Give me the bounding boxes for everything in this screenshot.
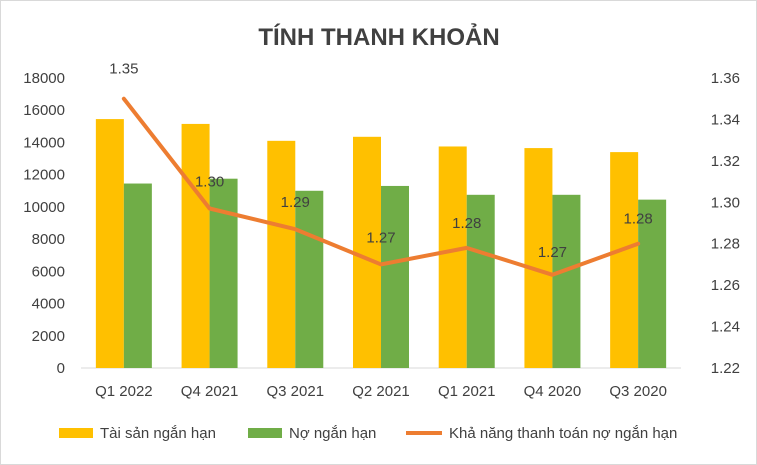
y-left-tick-label: 12000: [23, 167, 65, 184]
y-left-tick-label: 18000: [23, 70, 65, 87]
line-data-label: 1.30: [195, 174, 224, 191]
legend: Tài sản ngắn hạn Nợ ngắn hạn Khả năng than…: [59, 425, 677, 442]
x-tick-label: Q1 2022: [95, 383, 153, 400]
legend-label-2: Khả năng thanh toán nợ ngắn hạn: [449, 425, 677, 442]
legend-label-1: Nợ ngắn hạn: [289, 425, 376, 442]
x-tick-label: Q3 2020: [609, 383, 667, 400]
y-right-tick-label: 1.32: [711, 153, 740, 170]
y-right-tick-label: 1.22: [711, 360, 740, 377]
bar-no-1: [209, 178, 238, 368]
plot-area: 0 2000 4000 6000 8000 10000 12000 14000 16000 180…: [23, 61, 740, 400]
y-left-tick-label: 8000: [32, 231, 65, 248]
x-tick-label: Q3 2021: [267, 383, 325, 400]
y-left-tick-label: 4000: [32, 296, 65, 313]
y-right-tick-label: 1.34: [711, 111, 740, 128]
x-tick-label: Q4 2020: [524, 383, 582, 400]
y-right-tick-label: 1.28: [711, 236, 740, 253]
line-data-label: 1.27: [538, 244, 567, 261]
bar-no-0: [123, 183, 152, 368]
bar-tai-san-1: [181, 123, 210, 369]
chart-title: TÍNH THANH KHOẢN: [258, 22, 499, 51]
legend-swatch-1: [248, 428, 282, 438]
legend-swatch-0: [59, 428, 93, 438]
line-data-label: 1.35: [109, 61, 138, 78]
y-left-tick-label: 10000: [23, 199, 65, 216]
y-right-tick-label: 1.36: [711, 70, 740, 87]
legend-label-0: Tài sản ngắn hạn: [100, 425, 216, 442]
y-right-tick-label: 1.30: [711, 194, 740, 211]
y-left-tick-label: 16000: [23, 102, 65, 119]
y-left-tick-label: 2000: [32, 328, 65, 345]
bar-tai-san-6: [610, 152, 639, 368]
x-tick-label: Q2 2021: [352, 383, 410, 400]
line-kha-nang-thanh-toan: [121, 96, 641, 277]
y-left-tick-label: 6000: [32, 263, 65, 280]
y-right-tick-label: 1.24: [711, 319, 740, 336]
x-tick-label: Q1 2021: [438, 383, 496, 400]
bar-no-2: [295, 190, 324, 368]
line-data-label: 1.28: [624, 211, 653, 228]
bar-tai-san-2: [267, 140, 296, 368]
y-right-tick-label: 1.26: [711, 277, 740, 294]
y-left-tick-label: 14000: [23, 134, 65, 151]
line-data-label: 1.27: [366, 229, 395, 246]
bar-no-5: [552, 194, 581, 368]
bar-tai-san-5: [524, 148, 553, 368]
bar-no-6: [638, 199, 667, 368]
bar-no-4: [466, 194, 495, 368]
x-tick-label: Q4 2021: [181, 383, 239, 400]
line-data-label: 1.28: [452, 215, 481, 232]
bar-tai-san-3: [353, 136, 381, 368]
line-data-label: 1.29: [281, 194, 310, 211]
bar-tai-san-4: [438, 146, 467, 368]
y-left-tick-label: 0: [57, 360, 65, 377]
bar-tai-san-0: [95, 119, 124, 368]
bar-no-3: [381, 185, 409, 368]
